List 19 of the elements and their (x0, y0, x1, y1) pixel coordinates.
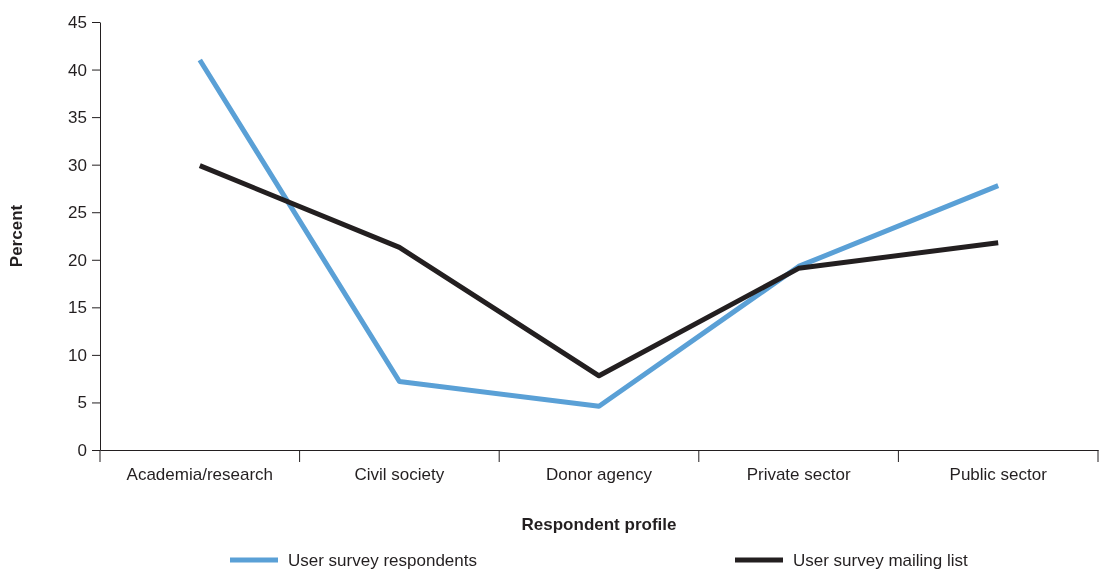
y-axis-title: Percent (7, 204, 26, 268)
y-tick-label: 5 (77, 393, 87, 413)
y-tick-label: 45 (68, 12, 87, 32)
y-tick-label: 20 (68, 250, 87, 270)
y-tick-label: 15 (68, 298, 87, 318)
y-tick-label: 0 (77, 440, 87, 460)
x-tick-label: Private sector (746, 465, 851, 485)
legend-label: User survey respondents (288, 551, 477, 570)
x-axis-title: Respondent profile (521, 515, 677, 534)
y-tick-label: 10 (68, 345, 87, 365)
x-tick-label: Public sector (949, 465, 1048, 485)
y-tick-label: 35 (68, 108, 87, 128)
legend-label: User survey mailing list (793, 551, 969, 570)
y-tick-label: 30 (68, 155, 87, 175)
x-tick-label: Civil society (354, 465, 445, 485)
y-tick-label: 40 (68, 60, 87, 80)
x-tick-label: Academia/research (126, 465, 274, 485)
y-tick-label: 25 (68, 203, 87, 223)
x-tick-label: Donor agency (546, 465, 653, 485)
